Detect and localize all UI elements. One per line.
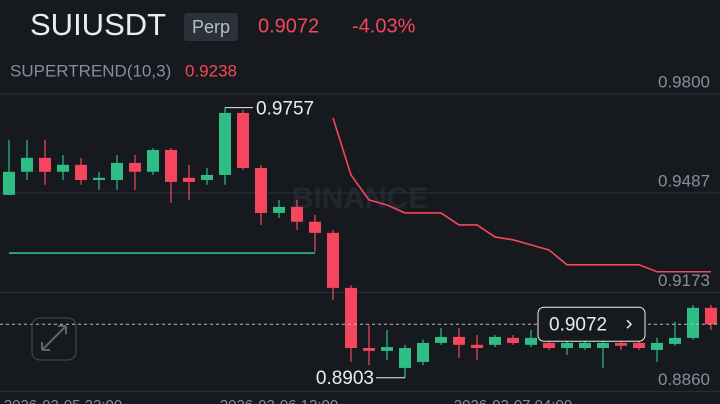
indicator-value: 0.9238 [185, 61, 237, 80]
candle-body [345, 287, 357, 349]
candle-body [93, 177, 105, 181]
last-price: 0.9072 [258, 15, 319, 37]
candle-body [381, 347, 393, 351]
candle-body [507, 337, 519, 343]
candle-body [237, 112, 249, 168]
x-tick-label: 2026-02-05 22:00 [4, 397, 122, 404]
y-tick-label: 0.8860 [658, 370, 710, 389]
candle-body [3, 171, 15, 195]
candle-body [75, 164, 87, 181]
x-tick-label: 2026-02-06 12:00 [220, 397, 338, 404]
candle-body [21, 157, 33, 172]
candle-body [57, 164, 69, 172]
x-tick-label: 2026-02-07 04:00 [454, 397, 572, 404]
candle-body [327, 232, 339, 288]
candle-body [309, 221, 321, 233]
expand-button[interactable] [31, 317, 77, 361]
candle-body [579, 342, 591, 349]
candle-body [183, 177, 195, 182]
indicator: SUPERTREND(10,3) [10, 61, 171, 80]
candle-body [219, 112, 231, 175]
y-tick-label: 0.9487 [658, 171, 710, 190]
candle-body [453, 336, 465, 345]
candle-body [435, 336, 447, 343]
candle-body [687, 307, 699, 338]
candle-body [399, 348, 411, 368]
change: -4.03% [352, 15, 416, 37]
candle-body [363, 348, 375, 351]
candle-body [201, 174, 213, 181]
candle-body [525, 337, 537, 345]
high-label: 0.9757 [256, 99, 314, 120]
y-tick-label: 0.9173 [658, 271, 710, 290]
candle-body [543, 342, 555, 349]
candle-body [273, 206, 285, 213]
expand-icon [41, 325, 67, 351]
candle-body [669, 337, 681, 344]
candle-body [471, 344, 483, 349]
supertrend-line [332, 117, 711, 273]
candle-body [255, 167, 267, 213]
candle-body [39, 157, 51, 172]
candle-body [597, 342, 609, 349]
candle-body [561, 342, 573, 349]
symbol: SUIUSDT [30, 7, 166, 42]
price-tag-bg[interactable] [537, 306, 646, 342]
badge: Perp [192, 17, 230, 37]
candle-body [633, 342, 645, 349]
candle-body [129, 162, 141, 172]
low-label: 0.8903 [316, 368, 374, 389]
candle-body [147, 149, 159, 172]
candle-body [291, 206, 303, 222]
price-tag: 0.9072 [549, 314, 607, 335]
badge-bg [184, 13, 238, 41]
plot: 0.9800 0.9487 0.9173 0.8860 2026-02-05 22:00… [0, 72, 720, 404]
candle-body [417, 342, 429, 362]
candle-body [165, 149, 177, 182]
candle-body [489, 336, 501, 345]
candle-body [111, 162, 123, 181]
candle-body [651, 342, 663, 350]
candle-body [705, 307, 717, 325]
price-tag-chevron [626, 319, 633, 329]
candle-body [615, 342, 627, 346]
y-tick-label: 0.9800 [658, 72, 710, 91]
